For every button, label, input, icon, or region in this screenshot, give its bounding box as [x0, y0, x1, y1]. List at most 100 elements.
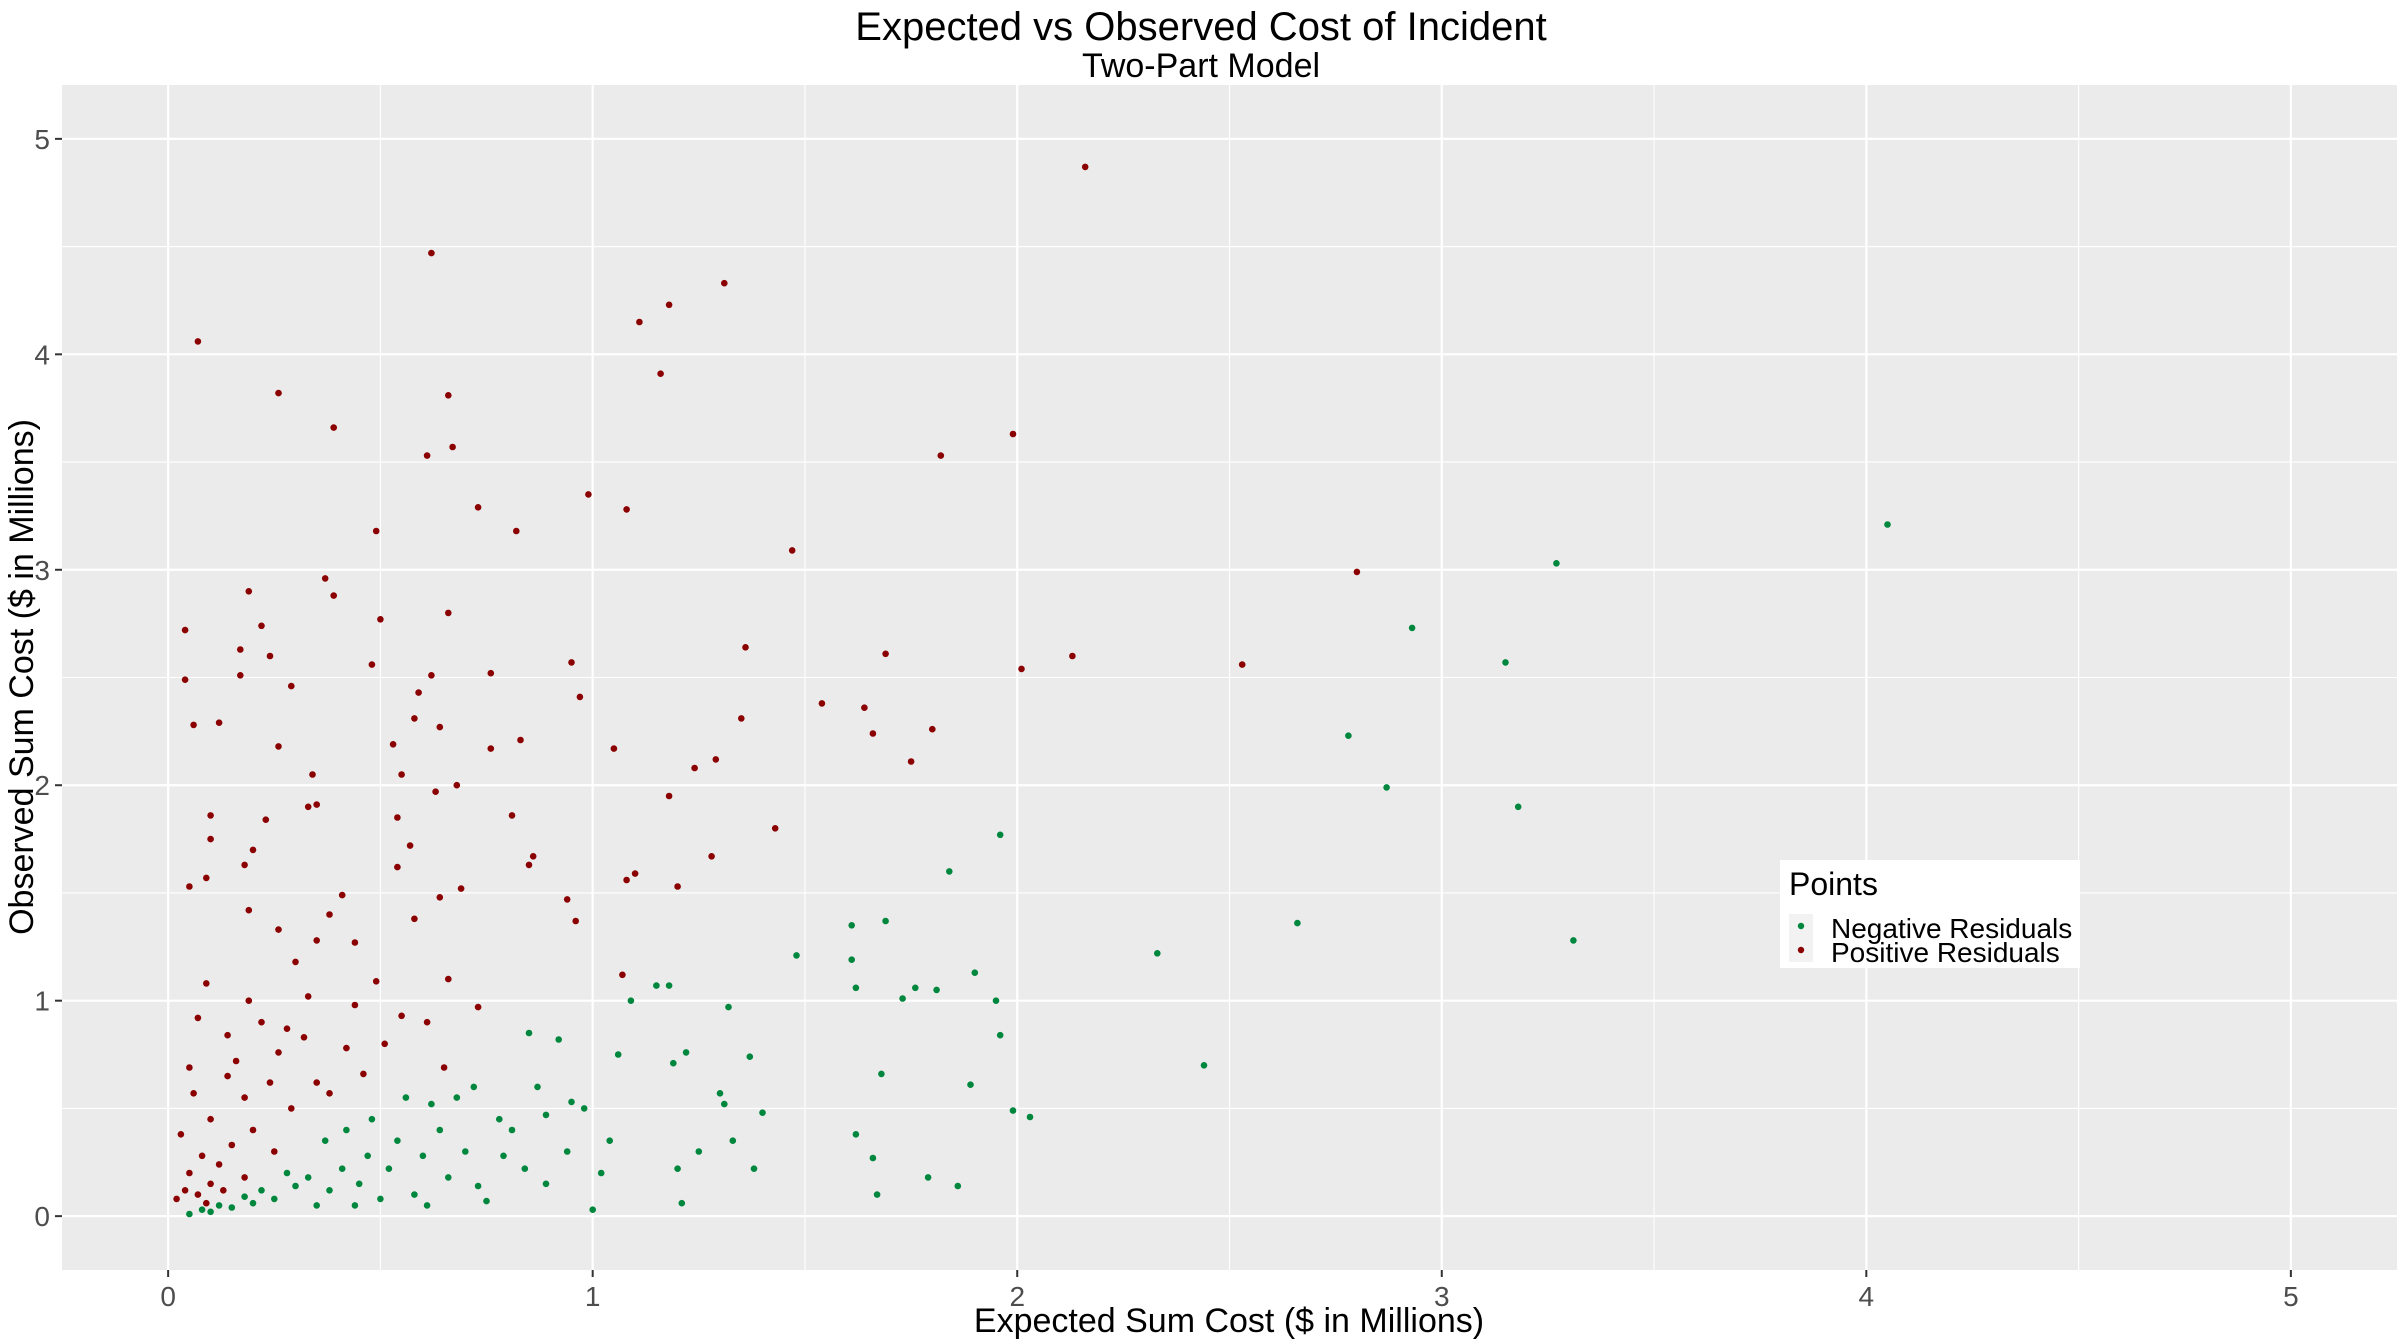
point-negative-residual	[521, 1165, 529, 1172]
point-negative-residual	[1884, 521, 1891, 528]
point-positive-residual	[249, 846, 257, 854]
point-negative-residual	[1294, 919, 1301, 927]
point-negative-residual	[351, 1202, 359, 1209]
point-negative-residual	[542, 1180, 550, 1188]
point-negative-residual	[483, 1197, 490, 1205]
point-negative-residual	[411, 1191, 418, 1198]
point-negative-residual	[912, 984, 919, 992]
point-positive-residual	[326, 911, 333, 918]
point-positive-residual	[585, 491, 592, 498]
point-negative-residual	[721, 1100, 728, 1108]
point-positive-residual	[181, 626, 189, 634]
point-positive-residual	[423, 452, 431, 459]
x-axis-label: Expected Sum Cost ($ in Millions)	[974, 1302, 1484, 1340]
x-axis-ticks: 0 1 2 3 4 5	[160, 1270, 2299, 1312]
point-positive-residual	[224, 1031, 231, 1039]
point-negative-residual	[207, 1208, 214, 1216]
point-negative-residual	[589, 1206, 596, 1213]
point-positive-residual	[343, 1044, 350, 1052]
point-positive-residual	[428, 672, 435, 679]
point-positive-residual	[177, 1131, 185, 1138]
point-positive-residual	[275, 389, 282, 397]
point-negative-residual	[474, 1182, 482, 1190]
point-negative-residual	[241, 1193, 248, 1200]
point-negative-residual	[674, 1165, 681, 1172]
x-tick-label: 1	[585, 1281, 601, 1312]
point-negative-residual	[283, 1169, 291, 1177]
point-positive-residual	[309, 771, 316, 778]
point-positive-residual	[186, 1064, 193, 1071]
point-negative-residual	[1408, 624, 1416, 632]
series-positive-residuals	[173, 163, 1361, 1207]
legend-label-positive: Positive Residuals	[1831, 937, 2060, 968]
point-positive-residual	[194, 1014, 202, 1022]
point-positive-residual	[194, 1191, 202, 1198]
legend-label-negative: Negative Residuals	[1831, 913, 2072, 944]
point-negative-residual	[882, 917, 889, 925]
point-positive-residual	[610, 745, 618, 752]
point-negative-residual	[338, 1165, 346, 1172]
point-negative-residual	[419, 1152, 427, 1160]
point-positive-residual	[513, 527, 520, 535]
point-positive-residual	[436, 723, 444, 731]
point-positive-residual	[619, 971, 626, 979]
point-negative-residual	[470, 1083, 478, 1091]
point-negative-residual	[326, 1187, 333, 1194]
point-positive-residual	[508, 812, 516, 819]
point-positive-residual	[721, 279, 728, 287]
point-negative-residual	[873, 1191, 881, 1198]
point-positive-residual	[474, 1003, 482, 1011]
point-positive-residual	[474, 504, 482, 511]
point-positive-residual	[181, 676, 189, 683]
point-positive-residual	[207, 835, 214, 843]
point-positive-residual	[266, 652, 274, 660]
point-positive-residual	[771, 825, 779, 832]
point-negative-residual	[682, 1049, 690, 1056]
point-positive-residual	[398, 1012, 405, 1020]
point-positive-residual	[186, 1169, 193, 1177]
point-negative-residual	[368, 1115, 376, 1123]
point-positive-residual	[215, 719, 223, 726]
point-negative-residual	[385, 1165, 393, 1172]
point-positive-residual	[389, 741, 397, 748]
point-positive-residual	[861, 704, 868, 711]
point-positive-residual	[203, 874, 210, 882]
point-positive-residual	[258, 622, 265, 630]
point-positive-residual	[529, 853, 537, 860]
y-axis-label: Observed Sum Cost ($ in Millions)	[3, 419, 41, 935]
point-negative-residual	[746, 1053, 754, 1060]
point-positive-residual	[453, 781, 461, 789]
point-positive-residual	[207, 1115, 214, 1123]
point-negative-residual	[954, 1182, 962, 1190]
point-positive-residual	[241, 861, 248, 869]
point-positive-residual	[207, 812, 214, 819]
point-negative-residual	[423, 1202, 431, 1209]
point-positive-residual	[258, 1018, 265, 1026]
point-positive-residual	[440, 1064, 448, 1071]
point-positive-residual	[326, 1090, 333, 1097]
point-negative-residual	[428, 1100, 435, 1108]
point-positive-residual	[241, 1174, 248, 1181]
point-positive-residual	[1353, 568, 1361, 576]
point-negative-residual	[946, 868, 953, 875]
point-positive-residual	[449, 443, 456, 451]
point-positive-residual	[636, 318, 643, 326]
point-positive-residual	[411, 715, 418, 722]
point-positive-residual	[313, 937, 321, 944]
point-positive-residual	[181, 1187, 189, 1194]
point-negative-residual	[462, 1148, 469, 1155]
point-positive-residual	[623, 506, 630, 513]
point-positive-residual	[372, 527, 380, 535]
point-positive-residual	[457, 885, 465, 892]
point-positive-residual	[338, 891, 346, 899]
point-positive-residual	[245, 906, 253, 914]
point-positive-residual	[708, 853, 715, 860]
point-positive-residual	[288, 1105, 295, 1112]
point-positive-residual	[351, 1001, 359, 1009]
legend: Points Negative Residuals Positive Resid…	[1780, 860, 2080, 968]
point-negative-residual	[198, 1206, 206, 1213]
point-positive-residual	[487, 745, 495, 752]
legend-title: Points	[1789, 866, 1878, 902]
y-tick-label: 2	[34, 770, 50, 801]
point-negative-residual	[996, 831, 1004, 839]
